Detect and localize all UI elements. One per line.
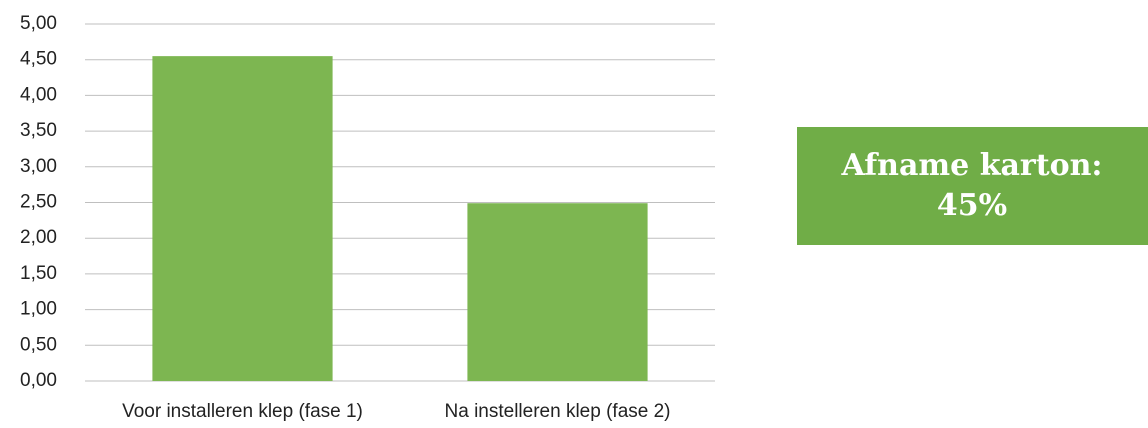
annotation: 45% bbox=[937, 188, 1007, 223]
annotation-box bbox=[797, 127, 1148, 245]
annotation: Afname karton: bbox=[841, 148, 1103, 183]
y-tick-label: 2,00 bbox=[20, 227, 57, 248]
y-tick-label: 1,50 bbox=[20, 263, 57, 284]
bar bbox=[152, 56, 333, 381]
y-tick-label: 2,50 bbox=[20, 192, 57, 213]
x-tick-label: Na instelleren klep (fase 2) bbox=[445, 401, 671, 422]
y-tick-label: 4,50 bbox=[20, 49, 57, 70]
y-tick-label: 0,50 bbox=[20, 334, 57, 355]
bar bbox=[467, 203, 648, 381]
y-tick-label: 3,00 bbox=[20, 156, 57, 177]
x-tick-label: Voor installeren klep (fase 1) bbox=[122, 401, 363, 422]
y-tick-label: 0,00 bbox=[20, 370, 57, 391]
y-tick-label: 3,50 bbox=[20, 120, 57, 141]
y-tick-label: 4,00 bbox=[20, 84, 57, 105]
y-tick-label: 1,00 bbox=[20, 299, 57, 320]
y-tick-label: 5,00 bbox=[20, 13, 57, 34]
